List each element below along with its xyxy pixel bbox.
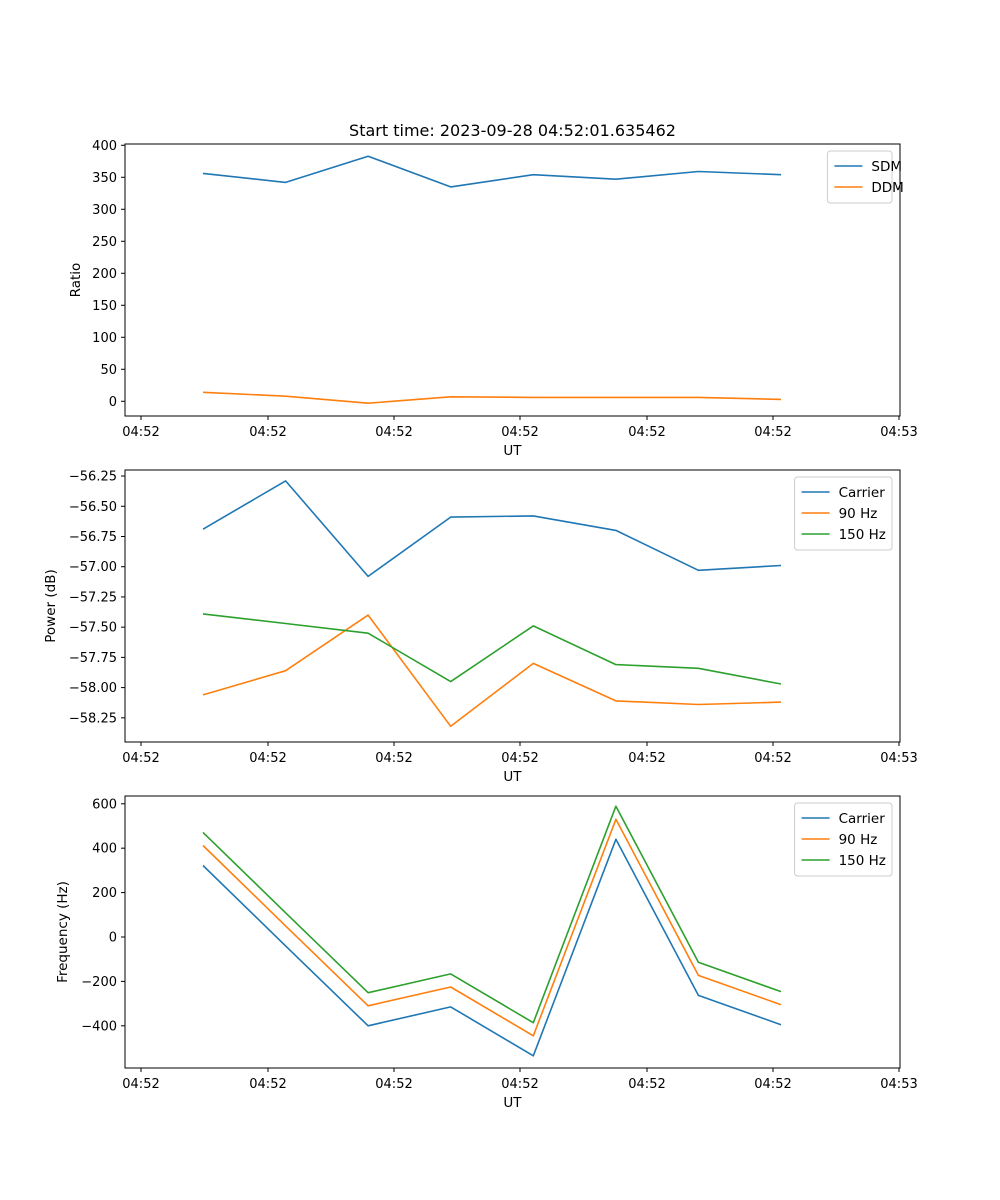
- ratio-xtick-label: 04:52: [501, 425, 538, 440]
- frequency-series-carrier: [202, 838, 782, 1057]
- power-legend-label: 90 Hz: [839, 506, 878, 522]
- ratio-xtick-label: 04:52: [122, 425, 159, 440]
- frequency-series-150-hz: [202, 805, 782, 1024]
- power-ytick-label: −57.75: [69, 651, 117, 666]
- power-xtick-label: 04:52: [628, 751, 665, 766]
- ratio-legend: [826, 150, 893, 204]
- power-xtick-label: 04:52: [375, 751, 412, 766]
- ratio-panel: 0 50 100 150 200 250 300 350 400 04:52 04:52 04:52 0…: [68, 139, 918, 459]
- power-xtick-label: 04:53: [880, 751, 917, 766]
- power-ytick-label: −58.00: [69, 681, 117, 696]
- power-xtick-label: 04:52: [249, 751, 286, 766]
- frequency-xtick-label: 04:52: [249, 1077, 286, 1092]
- power-series-150-hz: [202, 613, 782, 685]
- power-ylabel: Power (dB): [43, 569, 59, 642]
- power-legend-label: 150 Hz: [839, 527, 886, 543]
- frequency-ytick-label: 200: [92, 886, 117, 901]
- power-series-90-hz: [202, 614, 782, 728]
- frequency-legend: [794, 802, 893, 877]
- ratio-xtick-label: 04:53: [880, 425, 917, 440]
- power-axes-frame: [124, 469, 901, 743]
- power-legend: [794, 476, 893, 551]
- figure-title: Start time: 2023-09-28 04:52:01.635462: [349, 121, 676, 140]
- frequency-xtick-label: 04:52: [628, 1077, 665, 1092]
- ratio-axes-frame: [124, 143, 901, 417]
- ratio-ytick-label: 0: [109, 395, 117, 410]
- frequency-xtick-label: 04:52: [754, 1077, 791, 1092]
- frequency-ytick-label: 0: [109, 930, 117, 945]
- frequency-axes-frame: [124, 795, 901, 1069]
- frequency-legend-label: 90 Hz: [839, 832, 878, 848]
- power-xtick-label: 04:52: [754, 751, 791, 766]
- frequency-ylabel: Frequency (Hz): [55, 881, 71, 983]
- ratio-ylabel: Ratio: [68, 263, 84, 298]
- frequency-xtick-label: 04:52: [375, 1077, 412, 1092]
- power-xtick-label: 04:52: [122, 751, 159, 766]
- ratio-legend-label: DDM: [871, 180, 903, 196]
- power-panel: −56.25 −56.50 −56.75 −57.00 −57.25 −57.50 −57.…: [43, 469, 918, 785]
- power-xtick-label: 04:52: [501, 751, 538, 766]
- power-ytick-label: −57.50: [69, 621, 117, 636]
- ratio-xtick-label: 04:52: [754, 425, 791, 440]
- ratio-xtick-label: 04:52: [375, 425, 412, 440]
- power-ytick-label: −56.50: [69, 500, 117, 515]
- ratio-ytick-label: 200: [92, 267, 117, 282]
- ratio-xtick-label: 04:52: [249, 425, 286, 440]
- power-ytick-label: −56.25: [69, 470, 117, 485]
- frequency-xtick-label: 04:52: [122, 1077, 159, 1092]
- frequency-xtick-label: 04:52: [501, 1077, 538, 1092]
- ratio-ytick-label: 300: [92, 203, 117, 218]
- ratio-xtick-label: 04:52: [628, 425, 665, 440]
- ratio-ytick-label: 100: [92, 331, 117, 346]
- frequency-ytick-label: −400: [81, 1019, 117, 1034]
- ratio-legend-label: SDM: [871, 159, 902, 175]
- frequency-legend-label: Carrier: [839, 811, 886, 827]
- power-series-carrier: [202, 480, 782, 578]
- ratio-series-ddm: [202, 391, 782, 405]
- frequency-series-90-hz: [202, 818, 782, 1037]
- ratio-ytick-label: 250: [92, 235, 117, 250]
- frequency-legend-label: 150 Hz: [839, 853, 886, 869]
- power-ytick-label: −57.00: [69, 560, 117, 575]
- power-legend-label: Carrier: [839, 485, 886, 501]
- frequency-panel: 600 400 200 0 −200 −400 04:52 04:52 04:52 04:52 04…: [55, 795, 918, 1111]
- frequency-ytick-label: 600: [92, 797, 117, 812]
- frequency-ytick-label: −200: [81, 975, 117, 990]
- ratio-ytick-label: 400: [92, 139, 117, 154]
- frequency-xtick-label: 04:53: [880, 1077, 917, 1092]
- power-ytick-label: −56.75: [69, 530, 117, 545]
- frequency-xlabel: UT: [503, 1095, 522, 1111]
- ratio-ytick-label: 350: [92, 171, 117, 186]
- ratio-ytick-label: 150: [92, 299, 117, 314]
- ratio-ytick-label: 50: [100, 363, 117, 378]
- power-ytick-label: −58.25: [69, 711, 117, 726]
- ratio-xlabel: UT: [503, 443, 522, 459]
- power-ytick-label: −57.25: [69, 590, 117, 605]
- power-xlabel: UT: [503, 769, 522, 785]
- ratio-series-sdm: [202, 155, 782, 188]
- frequency-ytick-label: 400: [92, 842, 117, 857]
